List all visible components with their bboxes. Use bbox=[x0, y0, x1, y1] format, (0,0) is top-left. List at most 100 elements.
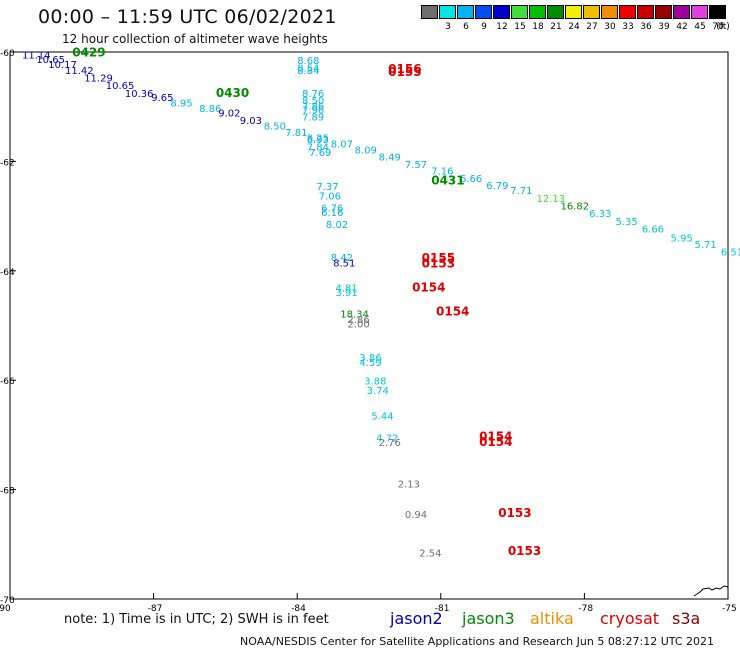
wave-height-label: 8.54 bbox=[297, 64, 319, 75]
scale-label: 42 bbox=[676, 22, 688, 32]
wave-height-label: 3.86 bbox=[359, 353, 381, 364]
wave-height-label: 4.59 bbox=[359, 358, 381, 369]
wave-height-label: 7.89 bbox=[302, 112, 324, 123]
scale-swatch bbox=[601, 5, 618, 19]
wave-height-label: 8.95 bbox=[170, 99, 192, 110]
scale-label: 33 bbox=[622, 22, 634, 32]
wave-height-label: 10.36 bbox=[125, 89, 154, 100]
wave-height-label: 8.07 bbox=[331, 140, 353, 151]
wave-height-label: 7.69 bbox=[309, 148, 331, 159]
wave-height-label: 6.51 bbox=[721, 247, 740, 258]
wave-height-label: 0.94 bbox=[405, 510, 427, 521]
chart-subtitle: 12 hour collection of altimeter wave hei… bbox=[62, 32, 328, 46]
scale-label: 30 bbox=[604, 22, 616, 32]
satellite-altika: altika bbox=[530, 609, 574, 628]
pass-time-label: 0156 bbox=[388, 62, 421, 76]
wave-height-label: 8.02 bbox=[326, 220, 348, 231]
scale-label: 24 bbox=[568, 22, 580, 32]
scale-label: 21 bbox=[550, 22, 562, 32]
wave-height-label: 5.95 bbox=[671, 233, 693, 244]
wave-height-label: 6.66 bbox=[460, 174, 482, 185]
wave-height-label: 7.71 bbox=[510, 186, 532, 197]
scale-swatch bbox=[655, 5, 672, 19]
wave-height-label: 6.66 bbox=[642, 225, 664, 236]
wave-height-label: 3.91 bbox=[335, 288, 357, 299]
pass-time-label: 0429 bbox=[72, 45, 105, 59]
x-tick-label: -87 bbox=[148, 604, 163, 614]
wave-height-label: 8.09 bbox=[355, 146, 377, 157]
scale-label: 9 bbox=[481, 22, 487, 32]
wave-height-label: 10.65 bbox=[36, 55, 65, 66]
wave-height-label: 7.37 bbox=[316, 182, 338, 193]
scale-swatch bbox=[439, 5, 456, 19]
scale-label: 27 bbox=[586, 22, 598, 32]
wave-height-label: 11.29 bbox=[84, 74, 113, 85]
wave-height-label: 4.81 bbox=[335, 284, 357, 295]
x-tick-label: -90 bbox=[0, 604, 11, 614]
pass-time-label: 0154 bbox=[479, 429, 512, 443]
scale-label: 45 bbox=[694, 22, 706, 32]
wave-height-label: 7.81 bbox=[285, 128, 307, 139]
coastline bbox=[693, 585, 729, 597]
pass-time-label: 0154 bbox=[436, 305, 469, 319]
axes-group: -90 -87 -84 -81 -78 -75 -60 -62 -64 -66 -68 -70 bbox=[0, 49, 737, 614]
wave-height-label: 10.17 bbox=[48, 60, 77, 71]
wave-height-label: 2.76 bbox=[379, 438, 401, 449]
x-tick-label: -75 bbox=[722, 604, 737, 614]
wave-height-label: 8.68 bbox=[297, 56, 319, 67]
wave-height-label: 12.13 bbox=[537, 194, 566, 205]
scale-swatch bbox=[637, 5, 654, 19]
credit-line: NOAA/NESDIS Center for Satellite Applica… bbox=[240, 635, 715, 648]
wave-height-label: 6.16 bbox=[321, 208, 343, 219]
satellite-cryosat: cryosat bbox=[600, 609, 660, 628]
scale-label: 12 bbox=[496, 22, 508, 32]
wave-height-label: 7.96 bbox=[302, 105, 324, 116]
pass-time-label: 0153 bbox=[498, 506, 531, 520]
wave-height-label: 2.86 bbox=[347, 315, 369, 326]
x-tick-label: -84 bbox=[291, 604, 306, 614]
pass-time-label: 0155 bbox=[422, 251, 455, 265]
scale-swatch bbox=[493, 5, 510, 19]
scale-swatch bbox=[565, 5, 582, 19]
wave-height-label: 6.33 bbox=[589, 209, 611, 220]
wave-height-label: 7.16 bbox=[431, 167, 453, 178]
wave-height-label: 7.86 bbox=[302, 101, 324, 112]
wave-height-label: 8.25 bbox=[307, 134, 329, 145]
wave-height-label: 2.13 bbox=[398, 479, 420, 490]
pass-time-label: 0431 bbox=[431, 173, 464, 187]
scale-label: 39 bbox=[658, 22, 670, 32]
wave-height-label: 2.00 bbox=[347, 320, 369, 331]
scale-label: 6 bbox=[463, 22, 469, 32]
x-tick-label: -81 bbox=[435, 604, 450, 614]
scale-swatch bbox=[421, 5, 438, 19]
wave-height-label: 9.03 bbox=[240, 116, 262, 127]
wave-height-label: 6.93 bbox=[307, 135, 329, 146]
y-tick-label: -66 bbox=[0, 377, 15, 387]
pass-time-label: 0430 bbox=[216, 86, 249, 100]
wave-height-label: 5.71 bbox=[694, 240, 716, 251]
wave-height-label: 8.49 bbox=[379, 152, 401, 163]
scale-label: 3 bbox=[445, 22, 451, 32]
wave-height-label: 8.84 bbox=[297, 66, 319, 77]
scale-label: 36 bbox=[640, 22, 652, 32]
scale-swatch bbox=[583, 5, 600, 19]
wave-height-label: 11.42 bbox=[65, 66, 94, 77]
pass-time-label: 0153 bbox=[422, 257, 455, 271]
wave-height-label: 8.42 bbox=[331, 253, 353, 264]
wave-height-label: 7.57 bbox=[405, 160, 427, 171]
scale-swatch bbox=[457, 5, 474, 19]
plot-frame bbox=[9, 51, 729, 600]
satellite-jason2: jason2 bbox=[390, 609, 443, 628]
wave-height-label: 2.54 bbox=[419, 548, 441, 559]
color-scale-legend: 3 6 9 12 15 18 21 24 27 30 33 36 39 42 45 70 (ft) bbox=[421, 5, 730, 35]
data-labels-group: 11.1410.6510.1711.4211.2910.6510.369.658… bbox=[22, 45, 740, 559]
scale-swatch bbox=[529, 5, 546, 19]
wave-height-label: 5.44 bbox=[371, 412, 393, 423]
wave-height-label: 10.65 bbox=[106, 81, 135, 92]
wave-height-label: 7.06 bbox=[319, 192, 341, 203]
y-tick-label: -62 bbox=[0, 158, 15, 168]
satellite-jason3: jason3 bbox=[462, 609, 515, 628]
pass-time-label: 0154 bbox=[479, 435, 512, 449]
wave-height-label: 9.02 bbox=[218, 109, 240, 120]
